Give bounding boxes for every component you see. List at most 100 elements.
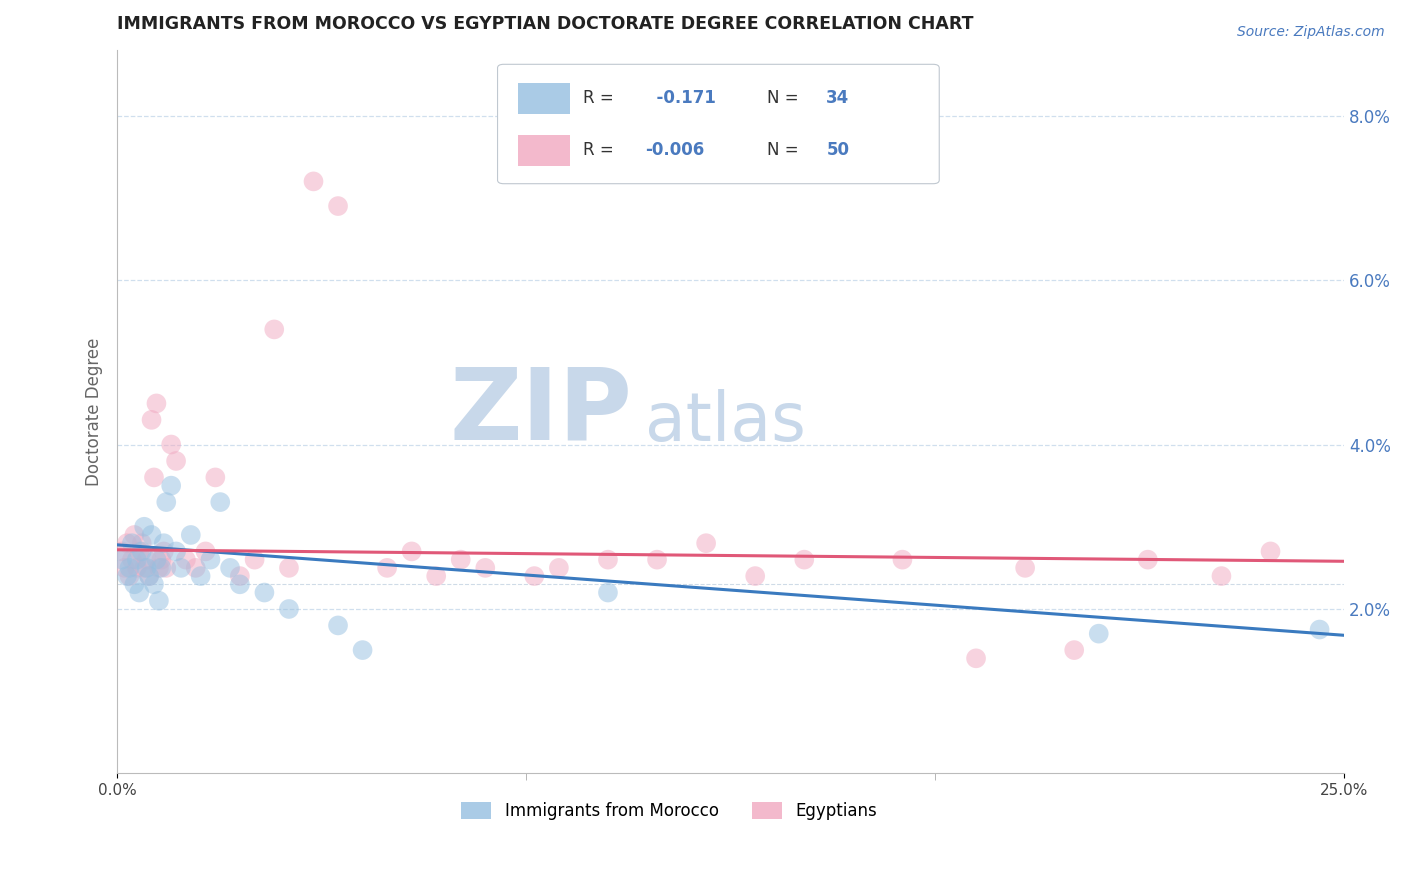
Point bbox=[474, 561, 496, 575]
Point bbox=[263, 322, 285, 336]
Point bbox=[1309, 623, 1331, 637]
Point bbox=[450, 552, 472, 566]
Point bbox=[174, 552, 197, 566]
Point bbox=[695, 536, 717, 550]
Text: 34: 34 bbox=[827, 89, 849, 107]
Point bbox=[131, 544, 153, 558]
Point bbox=[596, 552, 619, 566]
Point bbox=[243, 552, 266, 566]
Point bbox=[1136, 552, 1159, 566]
Point bbox=[135, 561, 157, 575]
Point bbox=[165, 454, 187, 468]
Point bbox=[793, 552, 815, 566]
Point bbox=[326, 199, 349, 213]
Point bbox=[141, 413, 163, 427]
Point bbox=[596, 585, 619, 599]
Point bbox=[229, 569, 252, 583]
Point bbox=[131, 536, 153, 550]
Point bbox=[155, 495, 177, 509]
Point bbox=[124, 528, 146, 542]
Point bbox=[153, 544, 176, 558]
Point bbox=[219, 561, 242, 575]
Bar bbox=[519, 83, 569, 113]
Point bbox=[425, 569, 447, 583]
Point bbox=[153, 536, 176, 550]
Text: N =: N = bbox=[768, 89, 799, 107]
Text: Source: ZipAtlas.com: Source: ZipAtlas.com bbox=[1237, 25, 1385, 39]
Bar bbox=[519, 136, 569, 166]
Point bbox=[128, 585, 150, 599]
Point bbox=[204, 470, 226, 484]
Point bbox=[124, 577, 146, 591]
Point bbox=[200, 552, 222, 566]
Point bbox=[1063, 643, 1085, 657]
Point bbox=[118, 561, 141, 575]
Legend: Immigrants from Morocco, Egyptians: Immigrants from Morocco, Egyptians bbox=[454, 795, 884, 827]
Point bbox=[145, 396, 167, 410]
Text: 50: 50 bbox=[827, 142, 849, 160]
Point bbox=[138, 569, 160, 583]
Point bbox=[150, 561, 173, 575]
Point bbox=[375, 561, 398, 575]
Point bbox=[965, 651, 987, 665]
Point bbox=[125, 552, 148, 566]
Point bbox=[145, 552, 167, 566]
Point bbox=[141, 528, 163, 542]
Point bbox=[118, 569, 141, 583]
Text: -0.006: -0.006 bbox=[645, 142, 704, 160]
Point bbox=[160, 437, 183, 451]
Point bbox=[165, 544, 187, 558]
Point bbox=[1014, 561, 1036, 575]
Point bbox=[229, 577, 252, 591]
FancyBboxPatch shape bbox=[498, 64, 939, 184]
Point bbox=[148, 561, 170, 575]
Text: R =: R = bbox=[583, 142, 614, 160]
Point bbox=[401, 544, 423, 558]
Point bbox=[150, 552, 173, 566]
Point bbox=[1260, 544, 1282, 558]
Point bbox=[128, 544, 150, 558]
Point bbox=[125, 561, 148, 575]
Point bbox=[134, 520, 156, 534]
Point bbox=[134, 561, 156, 575]
Point bbox=[278, 561, 301, 575]
Y-axis label: Doctorate Degree: Doctorate Degree bbox=[86, 337, 103, 486]
Text: N =: N = bbox=[768, 142, 799, 160]
Point bbox=[138, 569, 160, 583]
Point bbox=[111, 552, 134, 566]
Point bbox=[170, 561, 193, 575]
Text: -0.171: -0.171 bbox=[645, 89, 716, 107]
Point bbox=[209, 495, 232, 509]
Point bbox=[744, 569, 766, 583]
Point bbox=[155, 561, 177, 575]
Point bbox=[114, 561, 136, 575]
Text: R =: R = bbox=[583, 89, 614, 107]
Point bbox=[253, 585, 276, 599]
Point bbox=[891, 552, 914, 566]
Point bbox=[135, 552, 157, 566]
Text: ZIP: ZIP bbox=[450, 363, 633, 460]
Point bbox=[148, 593, 170, 607]
Point bbox=[121, 552, 143, 566]
Point bbox=[160, 478, 183, 492]
Point bbox=[302, 174, 325, 188]
Point bbox=[278, 602, 301, 616]
Point bbox=[1211, 569, 1233, 583]
Point bbox=[326, 618, 349, 632]
Point bbox=[180, 528, 202, 542]
Point bbox=[115, 536, 138, 550]
Point bbox=[194, 544, 217, 558]
Point bbox=[523, 569, 546, 583]
Text: IMMIGRANTS FROM MOROCCO VS EGYPTIAN DOCTORATE DEGREE CORRELATION CHART: IMMIGRANTS FROM MOROCCO VS EGYPTIAN DOCT… bbox=[117, 15, 974, 33]
Text: atlas: atlas bbox=[645, 390, 806, 456]
Point bbox=[111, 544, 134, 558]
Point bbox=[190, 569, 212, 583]
Point bbox=[645, 552, 668, 566]
Point bbox=[115, 569, 138, 583]
Point bbox=[184, 561, 207, 575]
Point bbox=[143, 577, 166, 591]
Point bbox=[352, 643, 374, 657]
Point bbox=[1087, 626, 1109, 640]
Point bbox=[548, 561, 571, 575]
Point bbox=[121, 536, 143, 550]
